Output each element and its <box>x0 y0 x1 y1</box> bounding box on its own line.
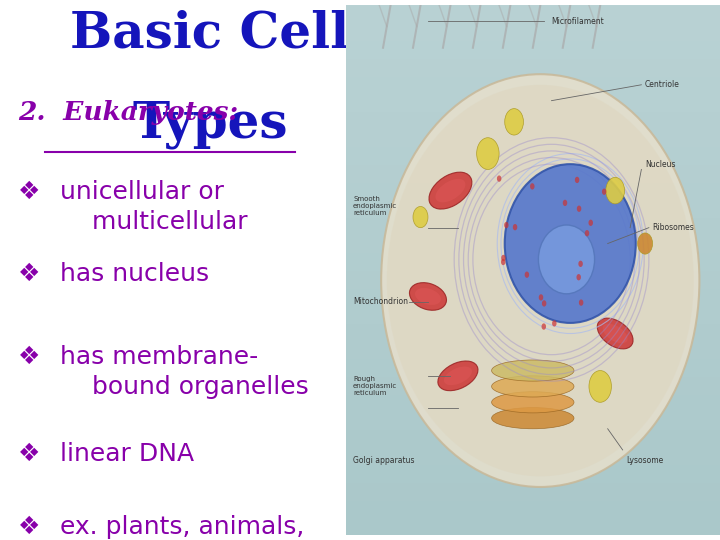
Ellipse shape <box>381 74 699 487</box>
Ellipse shape <box>563 200 567 206</box>
Ellipse shape <box>501 259 505 265</box>
Text: Smooth
endoplasmic
reticulum: Smooth endoplasmic reticulum <box>353 197 397 217</box>
Ellipse shape <box>578 261 583 267</box>
Ellipse shape <box>505 109 523 135</box>
Text: Eukaryotes:: Eukaryotes: <box>45 100 238 125</box>
Ellipse shape <box>413 206 428 228</box>
Ellipse shape <box>438 361 478 390</box>
Text: linear DNA: linear DNA <box>60 442 194 466</box>
Ellipse shape <box>575 177 580 183</box>
Ellipse shape <box>541 323 546 330</box>
Text: ❖: ❖ <box>18 345 40 369</box>
Text: ❖: ❖ <box>18 262 40 286</box>
Text: Nucleus: Nucleus <box>645 160 675 168</box>
Text: Basic Cell: Basic Cell <box>71 10 350 59</box>
Ellipse shape <box>530 183 534 190</box>
Text: Mitochondrion: Mitochondrion <box>353 297 408 306</box>
Text: 2.: 2. <box>18 100 45 125</box>
Ellipse shape <box>501 255 505 261</box>
Ellipse shape <box>539 225 595 294</box>
Ellipse shape <box>505 164 636 323</box>
Ellipse shape <box>602 188 606 195</box>
Text: ❖: ❖ <box>18 180 40 204</box>
Ellipse shape <box>542 300 546 307</box>
Ellipse shape <box>387 85 694 476</box>
Text: Lysosome: Lysosome <box>626 456 664 465</box>
Text: unicellular or
    multicellular: unicellular or multicellular <box>60 180 248 234</box>
Text: ❖: ❖ <box>18 442 40 466</box>
Text: Types: Types <box>132 100 288 149</box>
Ellipse shape <box>589 370 611 402</box>
Ellipse shape <box>603 323 628 343</box>
Ellipse shape <box>577 274 581 280</box>
Ellipse shape <box>415 288 441 305</box>
Ellipse shape <box>444 367 472 385</box>
Ellipse shape <box>497 176 501 182</box>
Ellipse shape <box>579 299 583 306</box>
Ellipse shape <box>598 318 633 349</box>
Ellipse shape <box>504 222 508 228</box>
Ellipse shape <box>588 220 593 226</box>
Text: Ribosomes: Ribosomes <box>652 223 694 232</box>
Ellipse shape <box>585 230 589 237</box>
Ellipse shape <box>513 224 517 231</box>
Ellipse shape <box>539 294 544 301</box>
Text: Centriole: Centriole <box>645 80 680 89</box>
Ellipse shape <box>410 282 446 310</box>
Text: Golgi apparatus: Golgi apparatus <box>353 456 415 465</box>
Ellipse shape <box>577 206 581 212</box>
Ellipse shape <box>606 177 624 204</box>
Ellipse shape <box>492 408 574 429</box>
Ellipse shape <box>477 138 499 170</box>
Ellipse shape <box>492 392 574 413</box>
Ellipse shape <box>436 179 465 202</box>
Ellipse shape <box>525 272 529 278</box>
Ellipse shape <box>638 233 652 254</box>
Text: has membrane-
    bound organelles: has membrane- bound organelles <box>60 345 309 399</box>
Text: Microfilament: Microfilament <box>552 17 604 26</box>
Ellipse shape <box>492 360 574 381</box>
Ellipse shape <box>429 172 472 209</box>
Text: has nucleus: has nucleus <box>60 262 209 286</box>
Ellipse shape <box>492 376 574 397</box>
Text: Rough
endoplasmic
reticulum: Rough endoplasmic reticulum <box>353 376 397 396</box>
Text: ex. plants, animals,
yeast, algae: ex. plants, animals, yeast, algae <box>60 515 305 540</box>
Ellipse shape <box>552 320 557 327</box>
Text: ❖: ❖ <box>18 515 40 539</box>
